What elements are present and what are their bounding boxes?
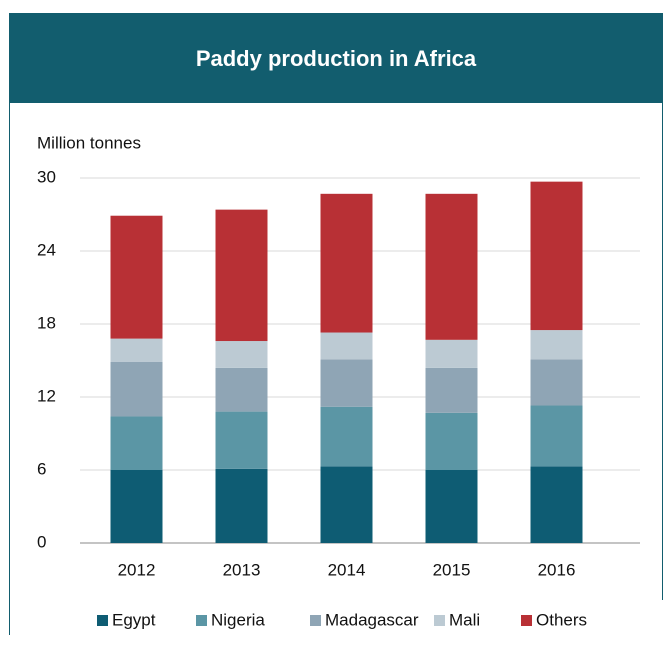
legend-label: Others [536,610,587,629]
bar-segment [110,470,163,543]
y-tick-label: 0 [37,532,46,551]
bar-segment [425,412,478,470]
legend-label: Egypt [112,610,156,629]
bar-segment [530,359,583,406]
bar-segment [215,367,268,412]
bar-segment [110,338,163,362]
legend-swatch [521,615,532,626]
y-tick-label: 18 [37,313,56,332]
legend-swatch [97,615,108,626]
bar-segment [320,193,373,333]
bar-segment [110,361,163,417]
bar-segment [425,470,478,543]
bar-segment [425,193,478,340]
legend-swatch [196,615,207,626]
bar-segment [215,468,268,543]
y-tick-label: 12 [37,386,56,405]
bar-segment [215,341,268,368]
y-tick-label: 30 [37,167,56,186]
header [9,13,663,103]
legend-swatch [310,615,321,626]
y-axis-label: Million tonnes [37,133,141,152]
x-tick-label: 2012 [118,560,156,579]
bar-segment [530,330,583,360]
bar-segment [530,405,583,467]
x-tick-label: 2014 [328,560,366,579]
bar-segment [320,406,373,467]
bar-segment [320,359,373,407]
bar-segment [215,209,268,342]
x-tick-label: 2016 [538,560,576,579]
bar-segment [425,367,478,413]
chart-title: Paddy production in Africa [196,46,477,71]
bar-segment [425,339,478,368]
bar-segment [215,411,268,469]
bar-segment [320,466,373,543]
y-tick-label: 6 [37,459,46,478]
x-tick-label: 2013 [223,560,261,579]
legend-label: Mali [449,610,480,629]
bar-segment [110,416,163,470]
y-tick-label: 24 [37,240,56,259]
x-tick-label: 2015 [433,560,471,579]
bar-segment [320,332,373,360]
legend-label: Madagascar [325,610,419,629]
bar-segment [110,215,163,339]
legend-label: Nigeria [211,610,265,629]
bar-segment [530,466,583,543]
bar-segment [530,181,583,331]
legend-swatch [434,615,445,626]
